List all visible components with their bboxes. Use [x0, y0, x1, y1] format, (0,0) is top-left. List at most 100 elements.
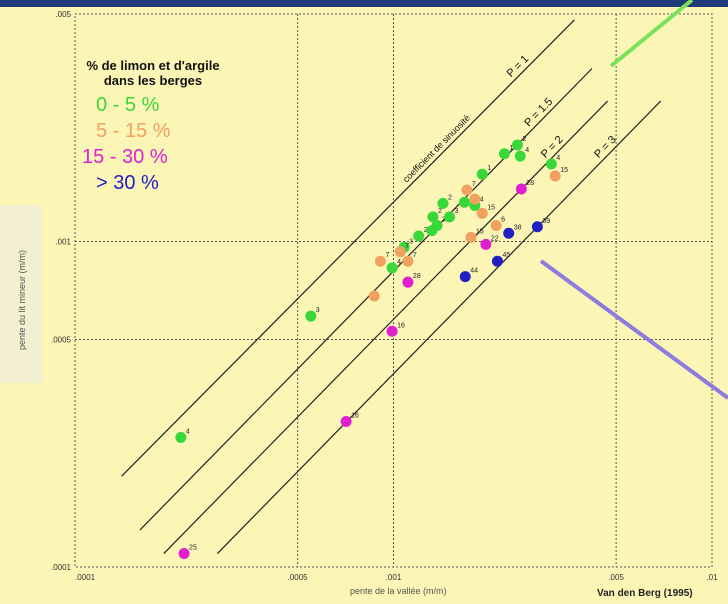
- sinuosity-line-1: [121, 19, 575, 477]
- point-label: 25: [189, 545, 197, 552]
- point-label: 3: [442, 216, 446, 223]
- legend-item-over-30: > 30 %: [96, 172, 159, 194]
- data-point: [490, 219, 502, 231]
- point-label: 22: [491, 235, 499, 242]
- data-point: [480, 238, 492, 250]
- data-point: [514, 150, 526, 162]
- x-tick-label: .01: [706, 573, 718, 582]
- y-tick-label: .0001: [51, 563, 72, 572]
- x-tick-label: .001: [386, 573, 402, 582]
- point-label: 3: [455, 208, 459, 215]
- data-point: [175, 431, 187, 443]
- data-point: [469, 193, 481, 205]
- sinuosity-label: P = 1.5: [522, 96, 555, 129]
- sinuosity-line-3: [163, 100, 608, 554]
- data-point: [531, 221, 543, 233]
- point-label: 15: [487, 204, 495, 211]
- data-point: [458, 196, 470, 208]
- data-point: [374, 255, 386, 267]
- data-point: [413, 230, 425, 242]
- point-label: 7: [385, 252, 389, 259]
- point-label: 7: [413, 252, 417, 259]
- data-point: [402, 255, 414, 267]
- point-label: 2: [438, 208, 442, 215]
- x-tick-label: .0005: [288, 573, 309, 582]
- point-label: 4: [186, 428, 190, 435]
- source-credit: Van den Berg (1995): [597, 588, 693, 599]
- data-point: [549, 170, 561, 182]
- grid: [74, 13, 713, 568]
- point-label: 28: [526, 180, 534, 187]
- data-point: [503, 227, 515, 239]
- data-point: [444, 211, 456, 223]
- data-point: [340, 415, 352, 427]
- point-label: 16: [397, 322, 405, 329]
- x-tick-label: .0001: [75, 573, 96, 582]
- data-point: [437, 197, 449, 209]
- point-label: 28: [413, 273, 421, 280]
- point-label: 6: [501, 216, 505, 223]
- point-label: 7: [472, 181, 476, 188]
- data-point: [498, 148, 510, 160]
- data-point: [459, 271, 471, 283]
- data-point: [491, 255, 503, 267]
- point-label: 4: [480, 197, 484, 204]
- point-label: 39: [542, 218, 550, 225]
- data-point: [476, 207, 488, 219]
- axes: .0001 .0005 .001 .005 .01 .0001 .0005 .001 .005: [51, 10, 718, 582]
- point-label: 38: [514, 224, 522, 231]
- y-tick-label: .0005: [51, 335, 72, 344]
- point-label: 4: [525, 147, 529, 154]
- point-label: 3: [316, 307, 320, 314]
- data-points: 4343222323411244777715156152816162522284…: [175, 136, 568, 560]
- data-point: [511, 139, 523, 151]
- data-point: [368, 290, 380, 302]
- point-label: 1: [487, 165, 491, 172]
- point-label: 7: [405, 243, 409, 250]
- y-label-panel: [0, 205, 42, 383]
- legend-item-5-15: 5 - 15 %: [96, 120, 171, 142]
- point-label: 16: [351, 412, 359, 419]
- data-point: [394, 246, 406, 258]
- y-axis-label: pente du lit mineur (m/m): [17, 249, 27, 351]
- y-tick-label: .001: [55, 238, 71, 247]
- data-point: [178, 548, 190, 560]
- decorative-arrows: [539, 0, 728, 400]
- point-label: 4: [556, 155, 560, 162]
- data-point: [305, 310, 317, 322]
- data-point: [386, 325, 398, 337]
- point-label: 3: [409, 238, 413, 245]
- data-point: [515, 183, 527, 195]
- top-bar: [0, 0, 728, 7]
- data-point: [427, 211, 439, 223]
- point-label: 2: [424, 227, 428, 234]
- data-point: [476, 168, 488, 180]
- point-label: 1: [509, 145, 513, 152]
- data-point: [461, 184, 473, 196]
- data-point: [431, 219, 443, 231]
- legend-item-0-5: 0 - 5 %: [96, 94, 160, 116]
- point-label: 2: [522, 136, 526, 143]
- legend-title: % de limon et d'argile dans les berges: [86, 58, 220, 88]
- y-tick-label: .005: [55, 10, 71, 19]
- data-point: [402, 276, 414, 288]
- point-label: 4: [397, 259, 401, 266]
- point-label: 45: [502, 252, 510, 259]
- data-point: [386, 262, 398, 274]
- legend: % de limon et d'argile dans les berges 0…: [78, 58, 228, 196]
- data-point: [465, 231, 477, 243]
- sinuosity-annotation: coefficient de sinuosité: [401, 113, 472, 185]
- point-label: 15: [476, 228, 484, 235]
- point-label: 2: [448, 194, 452, 201]
- purple-arrow-line: [539, 259, 728, 400]
- data-point: [545, 158, 557, 170]
- legend-item-15-30: 15 - 30 %: [82, 146, 168, 168]
- point-label: 44: [470, 268, 478, 275]
- x-tick-label: .005: [608, 573, 624, 582]
- x-axis-label: pente de la vallée (m/m): [350, 586, 447, 596]
- sinuosity-line-4: [216, 100, 662, 554]
- green-arrow-line: [609, 0, 694, 68]
- point-label: 15: [560, 167, 568, 174]
